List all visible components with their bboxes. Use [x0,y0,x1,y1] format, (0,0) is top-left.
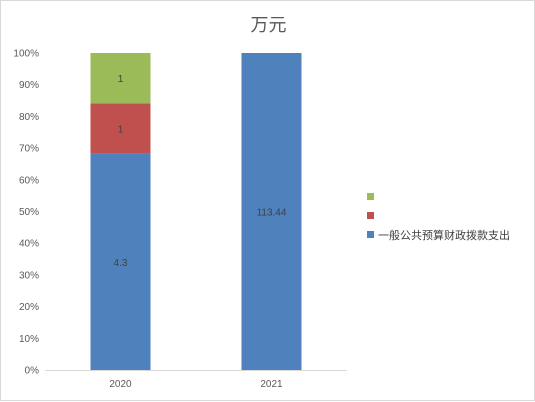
legend-label: 一般公共预算财政拨款支出 [378,228,510,242]
y-tick-label: 10% [19,334,39,345]
legend-item [367,187,510,206]
y-tick-label: 90% [19,80,39,91]
data-label: 1 [118,74,124,85]
legend-item [367,206,510,225]
y-tick-label: 40% [19,239,39,250]
legend-swatch [367,231,374,238]
bar-segment [90,53,151,104]
legend-swatch [367,193,374,200]
y-tick-label: 20% [19,302,39,313]
legend: 一般公共预算财政拨款支出 [367,187,510,244]
bar-segment [241,53,302,370]
y-tick-label: 70% [19,144,39,155]
y-tick-label: 50% [19,207,39,218]
data-label: 4.3 [114,258,128,269]
y-tick-label: 30% [19,270,39,281]
y-tick-label: 60% [19,175,39,186]
x-tick-label: 2021 [260,379,283,390]
data-label: 1 [118,124,124,135]
y-tick-label: 0% [25,366,40,377]
x-tick-label: 2020 [109,379,132,390]
data-label: 113.44 [257,208,287,219]
legend-item: 一般公共预算财政拨款支出 [367,225,510,244]
bar-segment [90,103,151,154]
y-tick-label: 100% [13,49,39,60]
chart-title: 万元 [250,15,287,36]
y-tick-label: 80% [19,112,39,123]
bar-segment [90,153,151,370]
legend-swatch [367,212,374,219]
